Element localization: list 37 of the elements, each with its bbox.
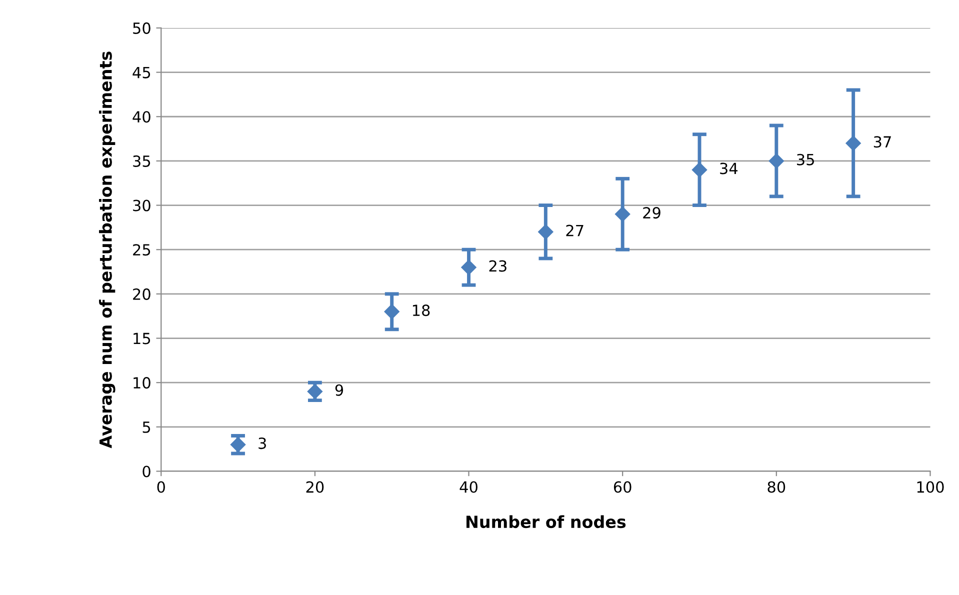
- x-tick-label: 40: [460, 481, 478, 493]
- y-tick-label: 0: [142, 466, 150, 478]
- x-tick-label: 80: [768, 481, 786, 493]
- point: [307, 384, 323, 400]
- y-tick-label: 20: [133, 288, 150, 300]
- data-label: 3: [258, 438, 266, 450]
- y-tick-label: 35: [133, 155, 150, 167]
- x-tick-label: 100: [917, 481, 944, 493]
- point: [384, 304, 400, 320]
- point: [768, 153, 784, 169]
- data-label: 23: [489, 260, 506, 272]
- point: [230, 437, 246, 452]
- y-tick-label: 10: [134, 377, 150, 389]
- data-label: 27: [566, 224, 584, 236]
- point: [692, 162, 708, 178]
- y-tick-label: 45: [132, 66, 150, 78]
- y-tick-label: 40: [132, 111, 150, 123]
- data-label: 35: [797, 154, 814, 166]
- x-tick-label: 20: [306, 481, 324, 493]
- data-label: 37: [874, 136, 891, 148]
- data-label: 29: [643, 207, 660, 219]
- data-label: 34: [720, 162, 738, 174]
- point: [615, 206, 630, 222]
- y-tick-label: 25: [133, 244, 150, 256]
- point: [538, 224, 554, 240]
- y-tick-label: 30: [133, 200, 150, 212]
- x-tick-label: 60: [614, 481, 632, 493]
- point: [846, 136, 861, 151]
- x-axis-title: Number of nodes: [466, 515, 626, 528]
- point: [461, 260, 476, 275]
- y-axis-title: Average num of perturbation experiments: [99, 52, 116, 448]
- x-tick-label: 0: [157, 481, 165, 493]
- data-label: 18: [412, 304, 430, 316]
- y-tick-label: 5: [142, 422, 150, 433]
- data-label: 9: [335, 384, 344, 396]
- y-tick-label: 50: [133, 22, 150, 34]
- y-tick-label: 15: [134, 332, 150, 344]
